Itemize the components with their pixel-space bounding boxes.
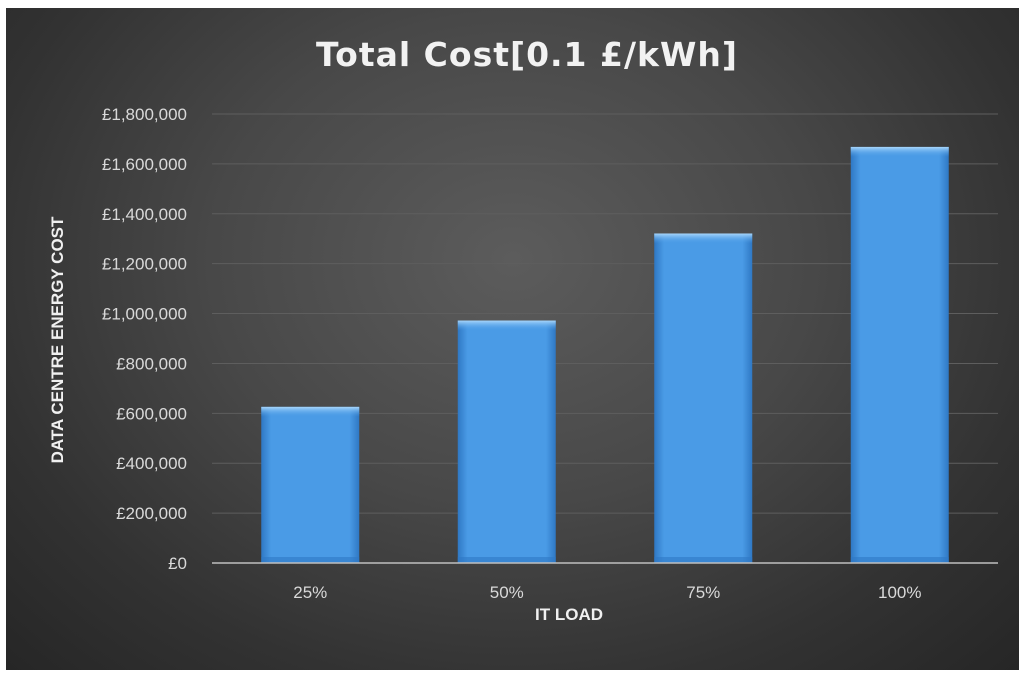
y-tick-label: £0 <box>168 554 187 573</box>
bar <box>457 320 556 563</box>
y-tick-label: £1,400,000 <box>102 205 187 224</box>
x-tick-label: 75% <box>686 583 720 602</box>
bar <box>261 406 360 563</box>
x-axis-ticks: 25% 50% 75% 100% <box>293 583 921 602</box>
y-tick-label: £1,800,000 <box>102 105 187 124</box>
bar <box>850 146 949 563</box>
y-tick-label: £1,600,000 <box>102 155 187 174</box>
y-tick-label: £800,000 <box>116 354 187 373</box>
bars <box>261 146 949 563</box>
x-axis-label: IT LOAD <box>535 605 603 624</box>
x-tick-label: 25% <box>293 583 327 602</box>
y-axis-ticks: £0 £200,000 £400,000 £600,000 £800,000 £1,000… <box>102 105 187 573</box>
x-tick-label: 100% <box>878 583 921 602</box>
x-tick-label: 50% <box>490 583 524 602</box>
y-tick-label: £600,000 <box>116 404 187 423</box>
y-tick-label: £200,000 <box>116 504 187 523</box>
y-tick-label: £400,000 <box>116 454 187 473</box>
y-tick-label: £1,200,000 <box>102 255 187 274</box>
chart-title: Total Cost[0.1 £/kWh] <box>316 35 738 74</box>
y-axis-label: DATA CENTRE ENERGY COST <box>48 216 67 463</box>
bar <box>654 233 753 563</box>
y-tick-label: £1,000,000 <box>102 305 187 324</box>
